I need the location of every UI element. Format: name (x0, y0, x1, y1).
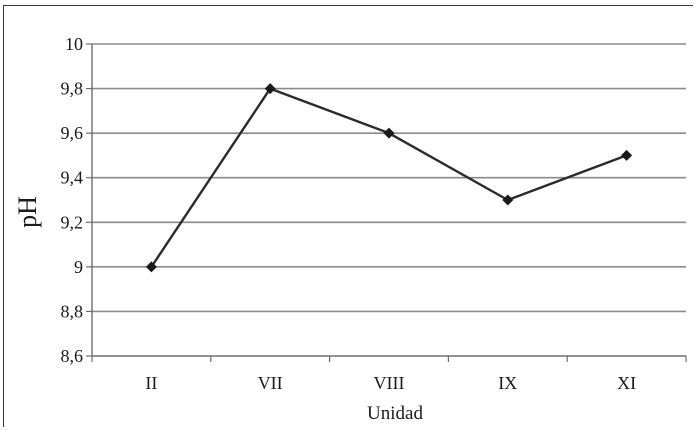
data-point-viii (383, 127, 395, 139)
data-point-vii (264, 83, 276, 95)
y-tick-label: 10 (65, 34, 83, 54)
y-tick-label: 9 (74, 257, 83, 277)
y-tick-label: 8,6 (61, 346, 84, 366)
axes (86, 43, 687, 362)
y-tick-label: 9,2 (61, 212, 84, 232)
x-tick-label: IX (498, 373, 517, 393)
y-tick-label: 8,8 (61, 301, 84, 321)
chart-frame (3, 5, 693, 427)
x-axis-title: Unidad (367, 403, 423, 424)
x-tick-labels: II VII VIII IX XI (145, 373, 636, 393)
gridlines (92, 43, 686, 313)
y-axis-title: pH (13, 196, 42, 228)
data-point-ii (145, 261, 157, 273)
x-tick-label: II (145, 373, 157, 393)
y-tick-labels: 8,6 8,8 9 9,2 9,4 9,6 9,8 10 (61, 34, 84, 366)
y-tick-label: 9,8 (61, 79, 84, 99)
x-tick-label: VII (258, 373, 283, 393)
series (145, 83, 633, 273)
x-tick-label: VIII (374, 373, 405, 393)
data-point-ix (502, 194, 514, 206)
x-tick-label: XI (617, 373, 636, 393)
y-tick-label: 9,4 (61, 168, 84, 188)
data-point-xi (621, 149, 633, 161)
y-tick-label: 9,6 (61, 123, 84, 143)
